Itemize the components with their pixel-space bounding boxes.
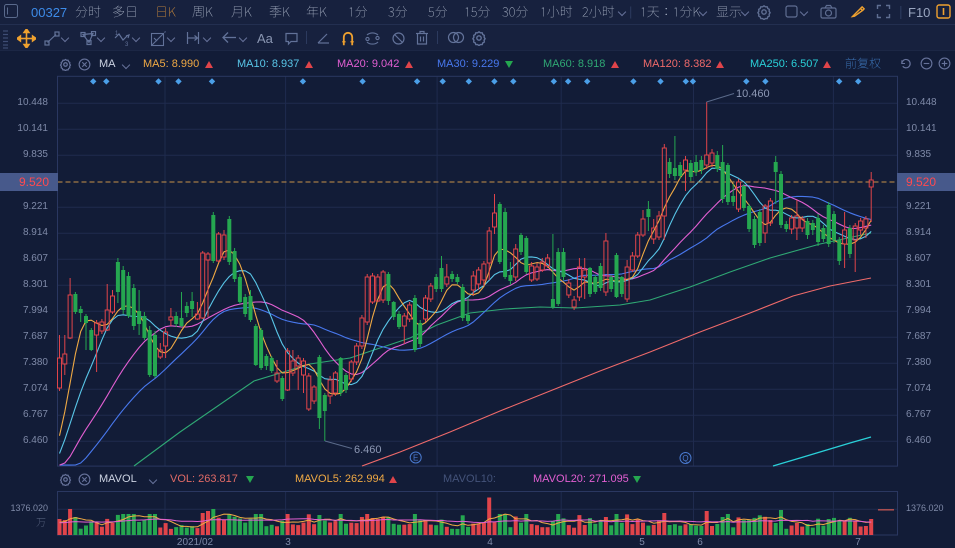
svg-text:E: E	[413, 454, 418, 463]
svg-text:1: 1	[115, 31, 119, 37]
svg-text:3: 3	[125, 42, 129, 47]
svg-text:10.460: 10.460	[736, 88, 770, 100]
svg-text:6.460: 6.460	[354, 444, 382, 456]
svg-text:Q: Q	[682, 454, 688, 463]
